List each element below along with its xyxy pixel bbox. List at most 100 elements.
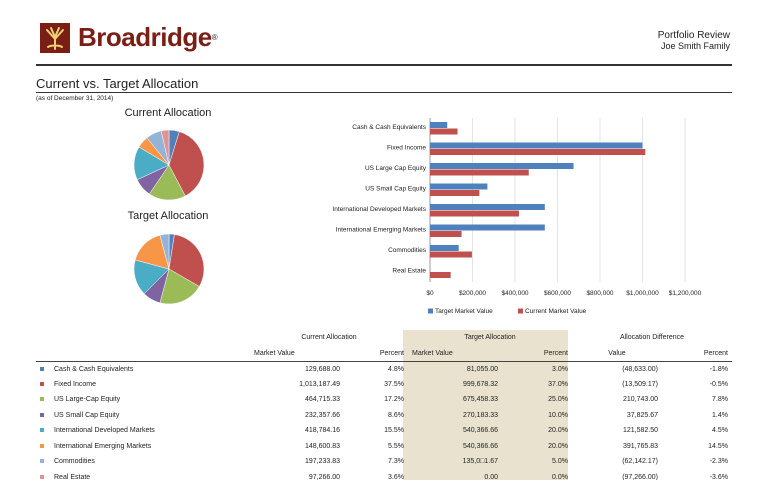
col-target-mv: Market Value: [412, 349, 453, 357]
target-bar-4: [430, 183, 488, 190]
group-target: Target Allocation: [464, 334, 516, 342]
table-row: International Developed Markets 418,784.1…: [36, 423, 732, 439]
difference-percent: -2.3%: [709, 458, 728, 466]
col-current-pct: Percent: [379, 349, 404, 357]
target-pie-slice-2: [168, 234, 205, 287]
current-percent: 5.5%: [388, 442, 404, 450]
target-bar-3: [430, 163, 574, 169]
category-label: US Large Cap Equity: [365, 165, 427, 172]
difference-percent: 14.5%: [708, 442, 728, 450]
table-row: US Small Cap Equity 232,357.66 8.6% 270,183…: [36, 408, 732, 424]
legend-label: Target Market Value: [435, 308, 493, 315]
page-title: Current vs. Target Allocation: [36, 76, 199, 91]
row-label: Cash & Cash Equivalents: [54, 365, 134, 373]
current-percent: 7.3%: [388, 458, 404, 466]
current-percent: 37.5%: [384, 380, 404, 388]
current-percent: 17.2%: [384, 396, 404, 404]
difference-value: 391,765.83: [622, 442, 658, 450]
category-color-icon: [40, 474, 44, 479]
report-header: Portfolio Review Joe Smith Family: [658, 30, 730, 52]
current-bar-4: [430, 190, 480, 196]
market-value-bar-chart: $0 $200,000 $400,000 $600,000 $800,000 $1,000…: [332, 118, 702, 315]
target-market-value: 135,0□1.67: [462, 458, 498, 466]
target-bar-1: [430, 122, 448, 128]
client-name: Joe Smith Family: [660, 41, 730, 51]
target-market-value: 270,183.33: [462, 411, 498, 419]
difference-percent: -0.5%: [709, 380, 728, 388]
x-tick-label: $200,000: [459, 290, 486, 297]
current-bar-8: [430, 272, 451, 278]
row-label: International Developed Markets: [54, 427, 155, 435]
target-market-value: 540,366.66: [462, 427, 498, 435]
current-pie-title: Current Allocation: [124, 107, 212, 119]
table-group-header: Current Allocation Target Allocation All…: [36, 330, 732, 346]
difference-value: (13,509.17): [622, 380, 658, 388]
target-market-value: 999,678.32: [462, 380, 498, 388]
current-market-value: 97,266.00: [308, 473, 340, 480]
target-percent: 25.0%: [548, 396, 568, 404]
category-label: Cash & Cash Equivalents: [352, 124, 426, 131]
difference-percent: 4.5%: [712, 427, 728, 435]
difference-value: 37,825.67: [626, 411, 658, 419]
current-bar-6: [430, 231, 462, 237]
col-diff-value: Value: [608, 349, 626, 357]
row-name: International Emerging Markets: [36, 439, 250, 455]
current-percent: 8.6%: [388, 411, 404, 419]
current-market-value: 129,688.00: [304, 365, 340, 373]
target-pie-slice-3: [159, 268, 200, 305]
table-row: Cash & Cash Equivalents 129,688.00 4.8% 81,…: [36, 361, 732, 377]
x-tick-label: $0: [426, 290, 434, 297]
title-divider: [36, 92, 732, 93]
difference-percent: -1.8%: [709, 365, 728, 373]
group-difference: Allocation Difference: [619, 334, 685, 342]
current-market-value: 418,784.16: [304, 427, 340, 435]
row-name: US Large-Cap Equity: [36, 392, 250, 408]
difference-value: (48,633.00): [622, 365, 658, 373]
row-name: US Small Cap Equity: [36, 408, 250, 424]
table-sub-header: Market Value Percent Market Value Percen…: [36, 346, 732, 361]
target-market-value: 0.00: [484, 473, 498, 480]
difference-percent: 1.4%: [712, 411, 728, 419]
legend-label: Current Market Value: [525, 308, 587, 315]
target-percent: 20.0%: [548, 427, 568, 435]
current-bar-7: [430, 251, 472, 258]
target-bar-5: [430, 204, 545, 210]
row-label: US Large-Cap Equity: [54, 396, 121, 404]
target-allocation-pie: [133, 233, 205, 305]
current-bar-1: [430, 128, 458, 135]
difference-percent: -3.6%: [709, 473, 728, 480]
current-market-value: 232,357.66: [304, 411, 340, 419]
broadridge-logo: Broadridge ®: [40, 22, 218, 53]
current-pie-slice-8: [160, 129, 170, 166]
row-label: US Small Cap Equity: [54, 411, 120, 419]
target-percent: 20.0%: [548, 442, 568, 450]
x-tick-label: $1,000,000: [626, 290, 659, 297]
col-current-mv: Market Value: [254, 349, 295, 357]
current-allocation-pie: [133, 129, 205, 201]
current-market-value: 148,600.83: [304, 442, 340, 450]
target-percent: 10.0%: [548, 411, 568, 419]
target-bar-7: [430, 245, 459, 251]
registered-mark: ®: [211, 33, 218, 42]
current-bar-5: [430, 210, 519, 217]
table-row: US Large-Cap Equity 464,715.33 17.2% 675,45…: [36, 392, 732, 408]
group-current: Current Allocation: [301, 334, 357, 342]
category-label: International Emerging Markets: [336, 227, 427, 234]
category-color-icon: [40, 381, 44, 386]
category-color-icon: [40, 412, 44, 417]
category-color-icon: [40, 459, 44, 464]
category-label: Real Estate: [392, 268, 426, 275]
current-pie-slice-2: [168, 131, 205, 197]
legend-swatch: [518, 308, 523, 314]
row-label: International Emerging Markets: [54, 442, 152, 450]
category-label: US Small Cap Equity: [365, 186, 426, 193]
difference-percent: 7.8%: [712, 396, 728, 404]
allocation-table: Current Allocation Target Allocation All…: [36, 330, 732, 480]
report-title: Portfolio Review: [657, 30, 730, 41]
difference-value: (62,142.17): [622, 458, 658, 466]
legend-swatch: [428, 308, 433, 314]
row-name: Cash & Cash Equivalents: [36, 361, 250, 377]
header-divider: [36, 64, 732, 66]
category-color-icon: [40, 366, 44, 371]
row-label: Commodities: [54, 458, 95, 466]
